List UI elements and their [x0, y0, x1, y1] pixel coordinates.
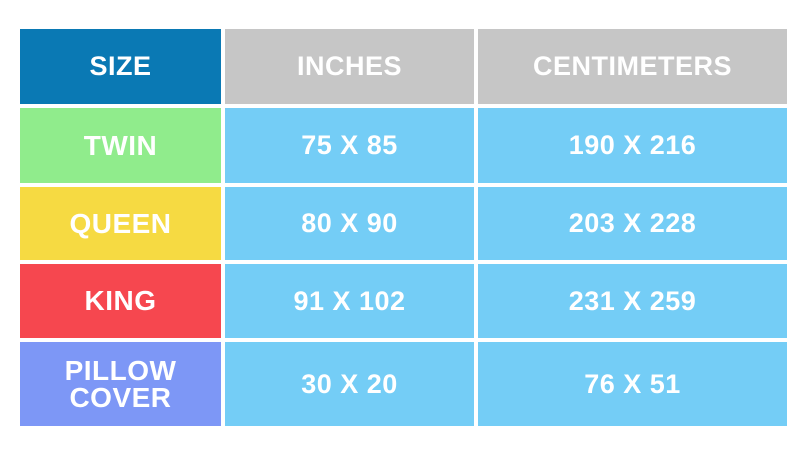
header-cell-centimeters: CENTIMETERS [478, 29, 787, 104]
row-label-king: KING [20, 264, 221, 338]
twin-centimeters-value: 190 X 216 [478, 108, 787, 183]
king-centimeters-value: 231 X 259 [478, 264, 787, 338]
row-label-queen: QUEEN [20, 187, 221, 260]
row-label-pillow-cover: PILLOW COVER [20, 342, 221, 426]
row-label-twin: TWIN [20, 108, 221, 183]
queen-inches-value: 80 X 90 [225, 187, 474, 260]
size-conversion-table: SIZE INCHES CENTIMETERS TWIN 75 X 85 190… [20, 29, 787, 426]
king-inches-value: 91 X 102 [225, 264, 474, 338]
pillow-cover-centimeters-value: 76 X 51 [478, 342, 787, 426]
header-cell-size: SIZE [20, 29, 221, 104]
queen-centimeters-value: 203 X 228 [478, 187, 787, 260]
twin-inches-value: 75 X 85 [225, 108, 474, 183]
header-cell-inches: INCHES [225, 29, 474, 104]
pillow-cover-inches-value: 30 X 20 [225, 342, 474, 426]
